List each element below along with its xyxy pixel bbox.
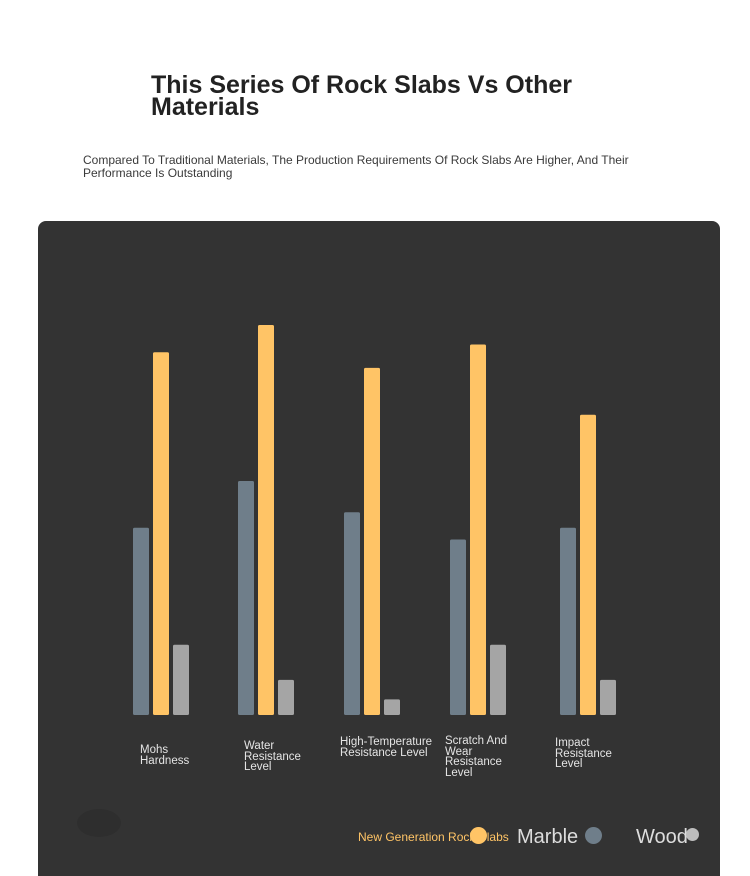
bar-marble-high-temperature-resistance-level[interactable] [344, 512, 360, 715]
bar-wood-scratch-and-wear-resistance-level[interactable] [490, 644, 506, 715]
page-title: This Series Of Rock Slabs Vs Other Mater… [151, 71, 572, 121]
legend-label-wood: Wood [636, 826, 688, 848]
bar-new-generation-rock-slabs-high-temperature-resistance-level[interactable] [364, 367, 380, 715]
legend-item-rock-slabs[interactable]: New Generation Rock Slabs [358, 824, 509, 848]
bar-wood-impact-resistance-level[interactable] [600, 679, 616, 715]
bar-new-generation-rock-slabs-impact-resistance-level[interactable] [580, 414, 596, 715]
legend-item-marble[interactable]: Marble [517, 824, 607, 848]
page-subtitle: Compared To Traditional Materials, The P… [83, 153, 629, 180]
bar-wood-high-temperature-resistance-level[interactable] [384, 699, 400, 715]
x-tick-label-water-resistance-level: Water Resistance Level [244, 740, 301, 773]
legend-item-wood[interactable]: Wood [636, 824, 706, 848]
legend-swatch-wood [686, 828, 699, 841]
legend-swatch-marble [585, 827, 602, 844]
bar-marble-impact-resistance-level[interactable] [560, 527, 576, 715]
legend-label-marble: Marble [517, 826, 579, 848]
x-tick-label-mohs-hardness: Mohs Hardness [140, 744, 190, 767]
bar-marble-mohs-hardness[interactable] [133, 527, 149, 715]
bar-new-generation-rock-slabs-water-resistance-level[interactable] [258, 325, 274, 715]
x-tick-label-scratch-and-wear-resistance-level: Scratch And Wear Resistance Level [445, 735, 508, 779]
bar-wood-water-resistance-level[interactable] [278, 679, 294, 715]
x-tick-label-high-temperature-resistance-level: High-Temperature Resistance Level [340, 736, 433, 759]
bar-new-generation-rock-slabs-scratch-and-wear-resistance-level[interactable] [470, 344, 486, 716]
bar-marble-scratch-and-wear-resistance-level[interactable] [450, 539, 466, 716]
bar-marble-water-resistance-level[interactable] [238, 481, 254, 715]
x-tick-label-impact-resistance-level: Impact Resistance Level [555, 737, 612, 770]
decor-shadow [77, 809, 121, 837]
legend-swatch-rock-slabs [470, 827, 487, 844]
bar-new-generation-rock-slabs-mohs-hardness[interactable] [153, 352, 169, 715]
bar-wood-mohs-hardness[interactable] [173, 644, 189, 715]
